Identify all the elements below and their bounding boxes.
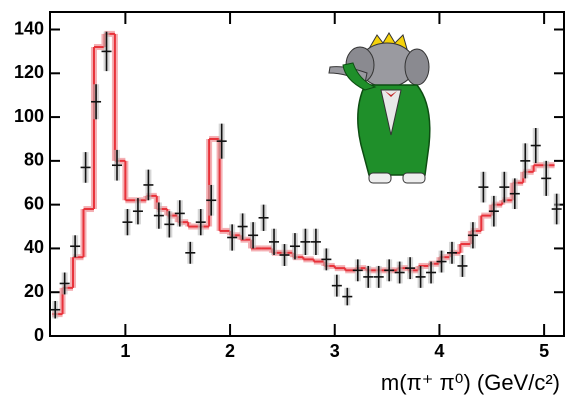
- y-tick-label: 40: [24, 237, 44, 257]
- y-tick-label: 100: [14, 106, 44, 126]
- x-tick-label: 2: [225, 341, 235, 361]
- y-tick-label: 60: [24, 193, 44, 213]
- x-axis-label: m(π⁺ π⁰) (GeV/c²): [381, 370, 560, 395]
- y-tick-label: 20: [24, 281, 44, 301]
- chart: m(π⁺ π⁰) (GeV/c²) 0 20 40 60 80 100 120 140 1 2 3 4…: [0, 0, 566, 402]
- y-tick-label: 120: [14, 62, 44, 82]
- mascot: [329, 33, 430, 183]
- y-tick-label: 140: [14, 18, 44, 38]
- x-tick-label: 1: [120, 341, 130, 361]
- plot-area: [50, 12, 564, 336]
- x-tick-label: 4: [434, 341, 444, 361]
- x-tick-label: 3: [330, 341, 340, 361]
- x-tick-label: 5: [539, 341, 549, 361]
- y-tick-label: 0: [34, 325, 44, 345]
- y-tick-label: 80: [24, 150, 44, 170]
